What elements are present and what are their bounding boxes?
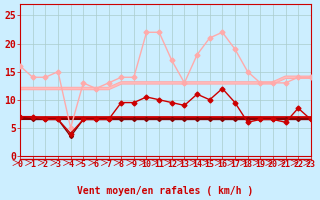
X-axis label: Vent moyen/en rafales ( km/h ): Vent moyen/en rafales ( km/h ) xyxy=(77,186,253,196)
